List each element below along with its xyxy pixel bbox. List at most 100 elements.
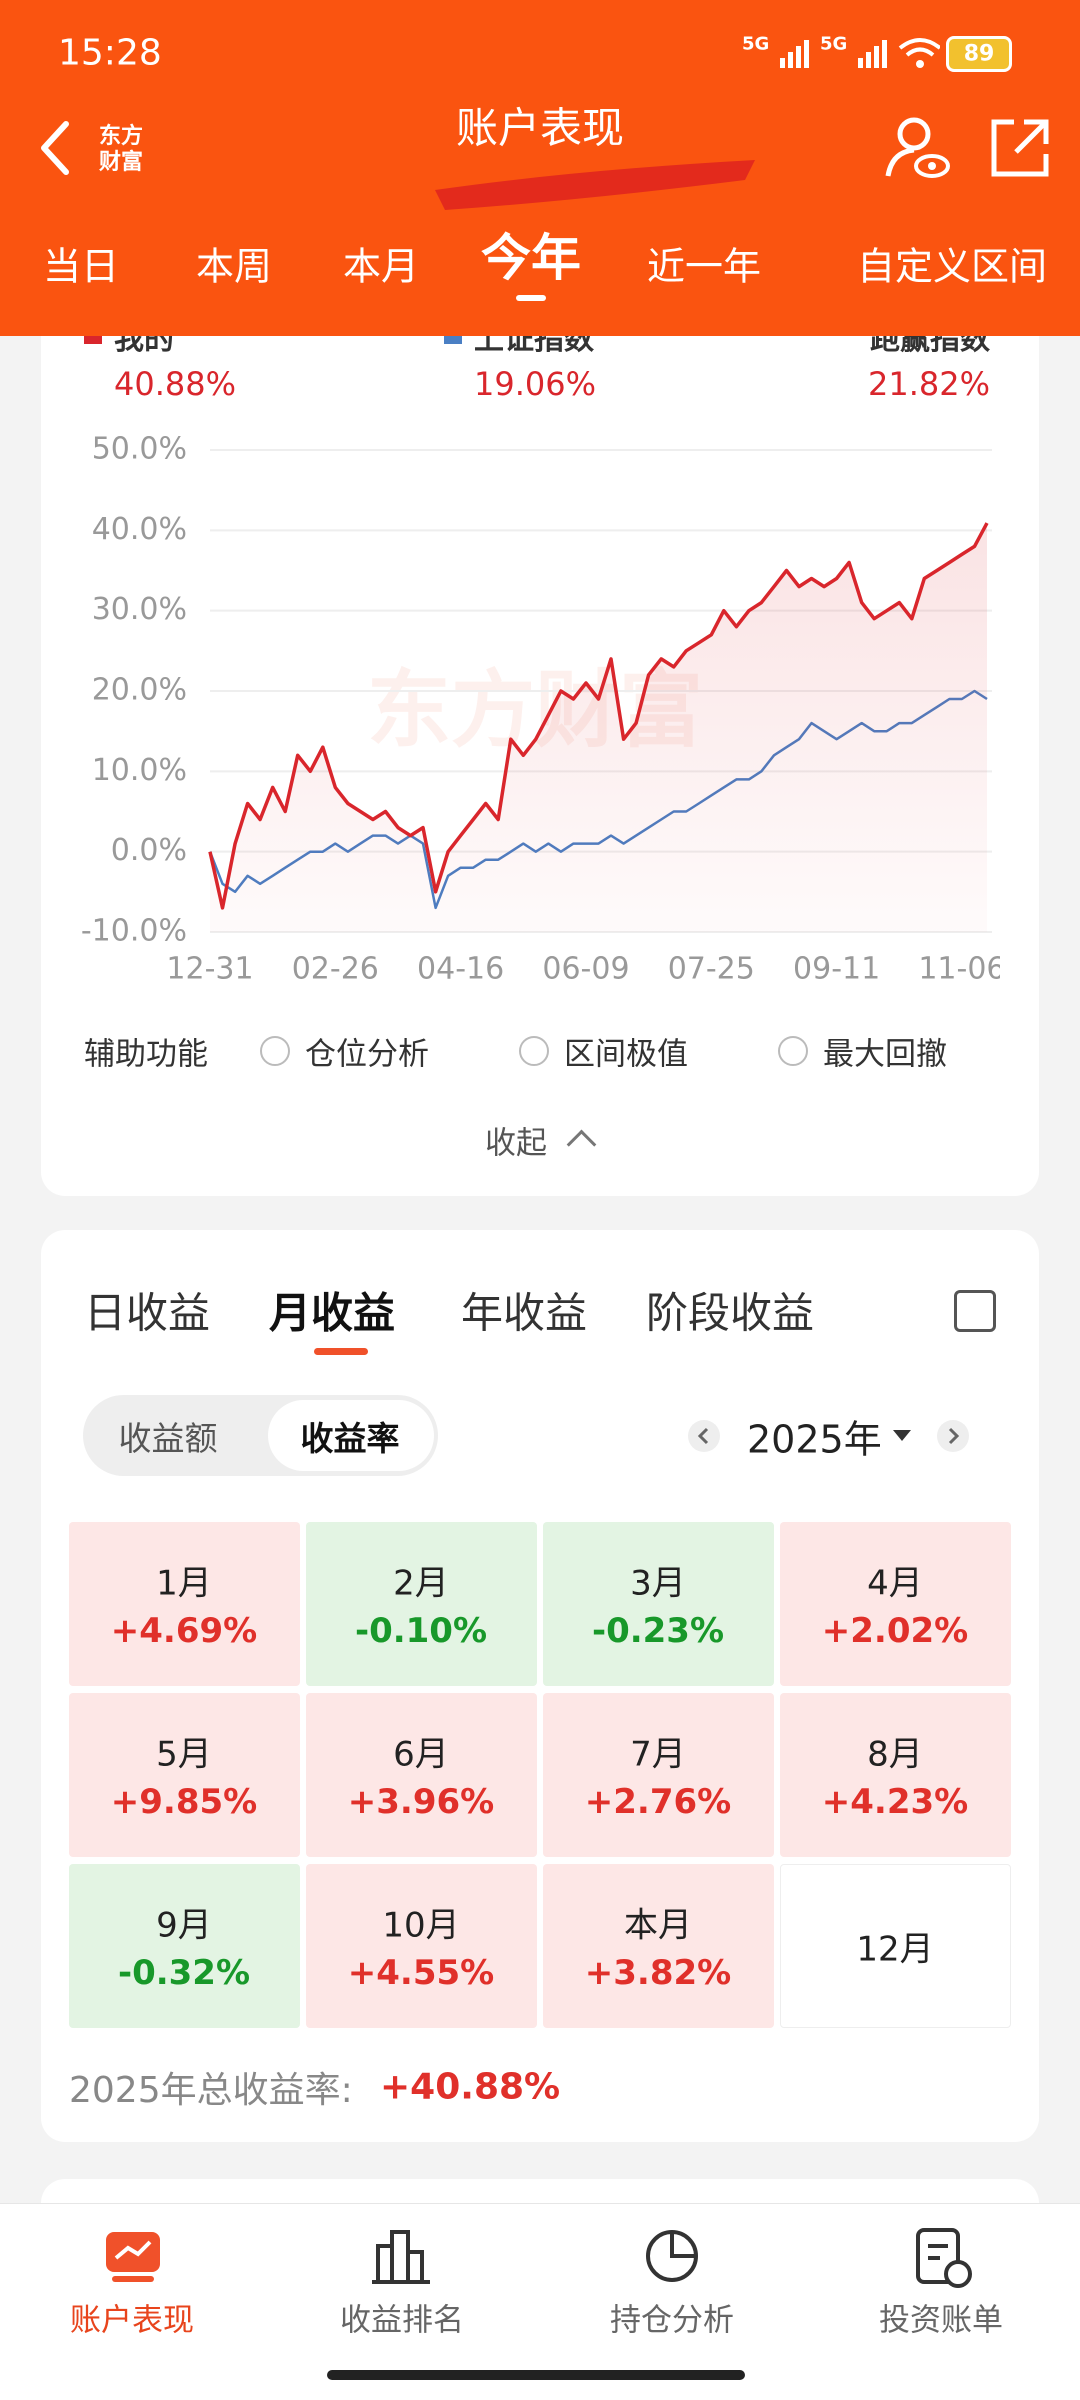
nav-item[interactable]: 收益排名 xyxy=(340,2302,464,2339)
y-tick-label: 40.0% xyxy=(92,512,187,547)
x-tick-label: 07-25 xyxy=(668,952,755,987)
y-tick-label: 0.0% xyxy=(111,833,187,868)
legend-total: 40.88% xyxy=(114,365,237,403)
logo-text: 东方 xyxy=(98,124,144,149)
aux-option[interactable]: 最大回撤 xyxy=(823,1036,947,1073)
month-cell[interactable] xyxy=(780,1864,1011,2028)
nav-item[interactable]: 账户表现 xyxy=(70,2302,194,2339)
y-tick-label: 30.0% xyxy=(92,592,187,627)
radio[interactable] xyxy=(519,1036,549,1066)
nav-item[interactable]: 持仓分析 xyxy=(610,2302,734,2339)
period-tab-underline xyxy=(516,295,546,301)
y-tick-label: 50.0% xyxy=(92,432,187,467)
month-label: 1月 xyxy=(156,1563,212,1604)
month-return: +2.76% xyxy=(584,1782,732,1822)
month-cell[interactable] xyxy=(69,1864,300,2028)
period-tab[interactable]: 本月 xyxy=(342,244,420,289)
period-tab[interactable]: 自定义区间 xyxy=(856,244,1048,289)
returns-tab[interactable]: 阶段收益 xyxy=(646,1288,815,1338)
logo-text: 财富 xyxy=(98,150,144,175)
month-cell[interactable] xyxy=(543,1864,774,2028)
month-return: +4.23% xyxy=(821,1782,969,1822)
header: 15:28 5G 5G 89 东方 财富 账户表现当日 本周 本月 今年 近一年 自定义区间 xyxy=(0,0,1080,336)
month-cell[interactable] xyxy=(69,1693,300,1857)
month-cell[interactable] xyxy=(306,1864,537,2028)
month-return: +3.96% xyxy=(347,1782,495,1822)
nav-icons xyxy=(106,2228,972,2288)
month-return: +2.02% xyxy=(821,1611,969,1651)
network-label: 5G xyxy=(820,33,848,55)
returns-tab[interactable]: 年收益 xyxy=(461,1288,588,1338)
month-cell[interactable] xyxy=(543,1693,774,1857)
page-title: 账户表现 xyxy=(455,103,625,153)
radio[interactable] xyxy=(778,1036,808,1066)
network-label: 5G xyxy=(742,33,770,55)
year-select[interactable]: 2025年 xyxy=(747,1417,882,1462)
toggle-option[interactable]: 收益额 xyxy=(118,1419,218,1458)
period-tab[interactable]: 近一年 xyxy=(646,244,762,289)
returns-tab[interactable]: 日收益 xyxy=(84,1288,211,1338)
month-cell[interactable] xyxy=(543,1522,774,1686)
x-tick-label: 09-11 xyxy=(793,952,880,987)
month-cell[interactable] xyxy=(780,1693,1011,1857)
period-tab[interactable]: 本周 xyxy=(195,244,273,289)
battery-level: 89 xyxy=(963,41,995,67)
export-icon[interactable] xyxy=(954,1290,996,1332)
month-cell[interactable] xyxy=(306,1522,537,1686)
area xyxy=(210,523,987,932)
x-tick-label: 02-26 xyxy=(292,952,379,987)
redaction-stroke xyxy=(435,160,755,210)
period-tab[interactable]: 今年 xyxy=(481,229,581,287)
aux-option[interactable]: 仓位分析 xyxy=(305,1036,429,1073)
month-cell[interactable] xyxy=(69,1522,300,1686)
month-cell[interactable] xyxy=(780,1522,1011,1686)
share-button[interactable] xyxy=(988,116,1052,180)
month-label: 2月 xyxy=(393,1563,449,1604)
month-return: +3.82% xyxy=(584,1953,732,1993)
total-label: 2025年总收益率: xyxy=(69,2070,353,2111)
returns-tab[interactable]: 月收益 xyxy=(269,1288,396,1338)
month-label: 5月 xyxy=(156,1734,212,1775)
toggle-active-bg xyxy=(268,1400,434,1471)
profile-eye-button[interactable] xyxy=(884,114,954,184)
battery xyxy=(946,36,1012,72)
line xyxy=(208,522,989,910)
month-label: 7月 xyxy=(630,1734,686,1775)
month-label: 10月 xyxy=(382,1905,460,1946)
y-tick-label: 10.0% xyxy=(92,753,187,788)
radio[interactable] xyxy=(260,1036,290,1066)
x-tick-label: 11-06 xyxy=(918,952,1000,987)
month-cell[interactable] xyxy=(306,1693,537,1857)
x-tick-label: 06-09 xyxy=(542,952,629,987)
year-arrow[interactable] xyxy=(937,1420,969,1452)
excess-value: 21.82% xyxy=(867,365,990,403)
signal-icons xyxy=(780,38,940,68)
month-label: 4月 xyxy=(867,1563,923,1604)
month-label: 8月 xyxy=(867,1734,923,1775)
year-caret xyxy=(893,1430,911,1441)
month-return: +4.69% xyxy=(110,1611,258,1651)
legend-total: 19.06% xyxy=(474,365,597,403)
toggle-option[interactable]: 收益率 xyxy=(300,1419,400,1458)
aux-label: 辅助功能 xyxy=(84,1036,208,1073)
back-button[interactable] xyxy=(36,118,76,178)
y-tick-label: -10.0% xyxy=(81,914,187,949)
aux-option[interactable]: 区间极值 xyxy=(564,1036,688,1073)
x-tick-label: 12-31 xyxy=(166,952,253,987)
y-tick-label: 20.0% xyxy=(92,673,187,708)
month-return: +9.85% xyxy=(110,1782,258,1822)
month-return: -0.23% xyxy=(591,1611,725,1651)
period-tab[interactable]: 当日 xyxy=(42,244,120,289)
status-time: 15:28 xyxy=(58,32,162,74)
home-indicator xyxy=(327,2370,745,2380)
month-return: +4.55% xyxy=(347,1953,495,1993)
nav-item[interactable]: 投资账单 xyxy=(879,2302,1003,2339)
total-value: +40.88% xyxy=(380,2066,561,2108)
year-arrow[interactable] xyxy=(688,1420,720,1452)
collapse-button[interactable]: 收起 xyxy=(485,1125,547,1162)
chart: 东方财富-10.0%0.0%10.0%20.0%30.0%40.0%50.0%1… xyxy=(81,432,1000,987)
month-label: 9月 xyxy=(156,1905,212,1946)
month-label: 3月 xyxy=(630,1563,686,1604)
month-label: 12月 xyxy=(856,1929,934,1970)
